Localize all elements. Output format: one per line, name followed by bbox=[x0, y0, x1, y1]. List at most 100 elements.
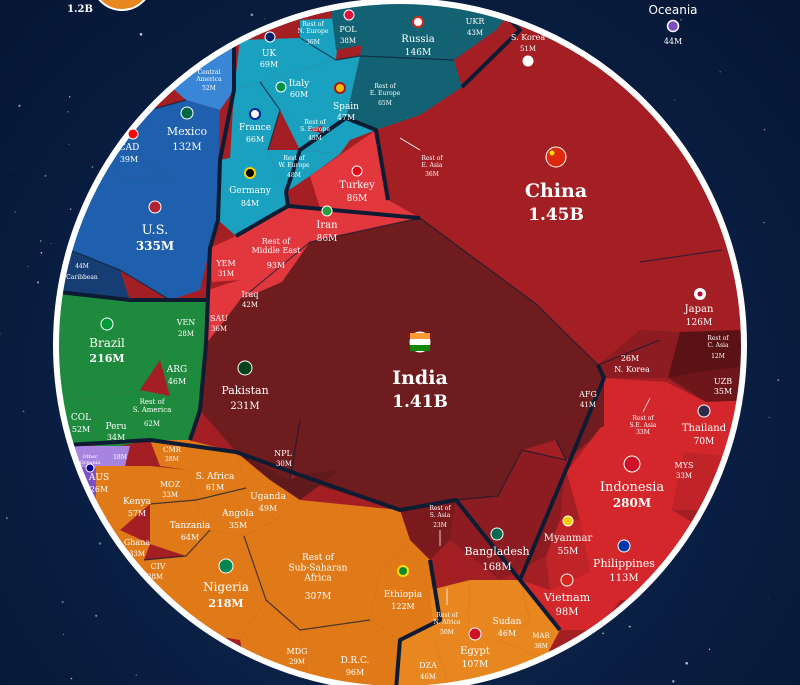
label-line: Rest of bbox=[283, 155, 305, 162]
cell-uganda bbox=[236, 452, 300, 520]
cell-rest-e-europe bbox=[346, 56, 462, 130]
cell-rest-c-asia bbox=[668, 330, 744, 378]
label-thailand-name: Thailand bbox=[682, 423, 727, 434]
label-indonesia-name: Indonesia bbox=[600, 480, 665, 495]
japan-flag-dot-icon bbox=[697, 291, 703, 297]
label-afg-value: 41M bbox=[580, 401, 596, 409]
label-ukr-name: UKR bbox=[466, 17, 486, 26]
cell-rest-sub-saharan-africa bbox=[244, 500, 410, 630]
cell-bangladesh bbox=[450, 450, 566, 580]
region-borders bbox=[56, 8, 606, 685]
label-myanmar-name: Myanmar bbox=[544, 533, 593, 544]
label-rest-c-asia-value: 12M bbox=[711, 353, 725, 360]
poland-flag-icon bbox=[343, 9, 355, 21]
label-iraq-name: Iraq bbox=[242, 290, 259, 299]
label-civ-value: 28M bbox=[147, 573, 163, 581]
label-afg-name: AFG bbox=[578, 390, 597, 399]
star bbox=[91, 166, 94, 168]
star bbox=[763, 221, 765, 224]
label-central-america-name: Central America bbox=[195, 69, 222, 83]
label-myanmar-value: 55M bbox=[558, 547, 579, 557]
cell-sudan bbox=[468, 580, 530, 640]
label-ukr-value: 43M bbox=[467, 29, 483, 37]
cell-rest-w-europe bbox=[268, 150, 340, 192]
cell-france bbox=[230, 82, 280, 160]
label-line: Rest of bbox=[436, 612, 458, 619]
star bbox=[264, 18, 265, 20]
star bbox=[708, 648, 711, 651]
label-rest-e-europe-name: Rest of E. Europe bbox=[370, 83, 401, 97]
label-rest-s-america-name: Rest of S. America bbox=[133, 398, 172, 414]
label-dza-value: 46M bbox=[420, 673, 436, 681]
star bbox=[68, 143, 70, 145]
label-bangladesh-name: Bangladesh bbox=[464, 545, 529, 558]
label-rest-sub-saharan-name: Rest of Sub-Saharan Africa bbox=[289, 553, 348, 584]
label-us-value: 335M bbox=[136, 239, 174, 253]
star bbox=[763, 128, 766, 131]
label-nigeria-value: 218M bbox=[208, 597, 243, 610]
label-iraq-value: 42M bbox=[242, 301, 258, 309]
label-yem-value: 31M bbox=[218, 270, 234, 278]
label-ethiopia-value: 122M bbox=[391, 602, 414, 611]
label-tanzania-name: Tanzania bbox=[170, 521, 211, 531]
star bbox=[63, 633, 65, 636]
label-line: Rest of bbox=[262, 237, 291, 246]
cell-yem bbox=[210, 236, 240, 282]
legend-bubble-topleft bbox=[98, 0, 146, 11]
label-line: Sub-Saharan bbox=[289, 563, 348, 573]
star bbox=[68, 96, 71, 98]
cell-turkey bbox=[310, 130, 388, 208]
label-central-america-value: 52M bbox=[202, 85, 216, 92]
label-sudan-name: Sudan bbox=[493, 617, 522, 627]
label-rest-n-africa-value: 50M bbox=[440, 629, 454, 636]
label-uzb-value: 35M bbox=[714, 387, 732, 396]
label-line: N. Europe bbox=[298, 28, 329, 35]
turkey-flag-icon bbox=[351, 165, 363, 177]
flag-markers bbox=[85, 9, 711, 641]
label-pakistan-name: Pakistan bbox=[221, 384, 268, 397]
ethiopia-flag-icon bbox=[397, 565, 409, 577]
star bbox=[6, 517, 8, 519]
star bbox=[134, 25, 136, 26]
label-other-oceania-value: 18M bbox=[113, 454, 127, 461]
label-line: Rest of bbox=[140, 398, 166, 406]
label-rest-e-europe-value: 65M bbox=[378, 100, 392, 107]
label-other-oceania-name: Other Oceania bbox=[80, 454, 101, 466]
cell-peru bbox=[90, 390, 150, 446]
label-line: E. Europe bbox=[370, 90, 401, 97]
aus-flag-icon bbox=[85, 463, 95, 473]
label-rest-n-europe-name: Rest of N. Europe bbox=[298, 21, 329, 35]
label-germany-name: Germany bbox=[229, 186, 272, 196]
label-line: Rest of bbox=[429, 505, 451, 512]
star bbox=[50, 243, 52, 245]
label-line: Oceania bbox=[80, 460, 101, 466]
cell-drc bbox=[300, 620, 400, 685]
star bbox=[61, 601, 64, 603]
label-rest-e-asia-value: 36M bbox=[425, 171, 439, 178]
cell-rest-se-asia bbox=[600, 378, 666, 430]
cell-arg bbox=[160, 330, 206, 410]
us-flag-icon bbox=[148, 200, 162, 214]
label-caribbean-value: 44M bbox=[75, 263, 89, 270]
cell-spain bbox=[320, 56, 376, 140]
mexico-flag-icon bbox=[180, 106, 194, 120]
cell-rest-middle-east bbox=[236, 206, 310, 282]
label-line: Other bbox=[83, 454, 98, 460]
star bbox=[22, 410, 25, 413]
cell-dza bbox=[396, 620, 450, 685]
label-drc-name: D.R.C. bbox=[341, 656, 370, 666]
label-rest-n-africa-name: Rest of N. Africa bbox=[434, 612, 461, 626]
label-philippines-name: Philippines bbox=[593, 557, 655, 570]
label-ghana-value: 33M bbox=[129, 550, 145, 558]
label-line: Rest of bbox=[302, 553, 335, 563]
iran-flag-icon bbox=[321, 205, 333, 217]
cell-vietnam bbox=[520, 572, 620, 630]
label-cmr-value: 28M bbox=[165, 456, 179, 463]
label-line: S. America bbox=[133, 406, 172, 414]
label-peru-value: 34M bbox=[107, 433, 125, 442]
cell-afg bbox=[556, 365, 604, 460]
cell-rest-n-africa bbox=[430, 580, 470, 640]
label-caribbean-name: Caribbean bbox=[66, 274, 98, 281]
